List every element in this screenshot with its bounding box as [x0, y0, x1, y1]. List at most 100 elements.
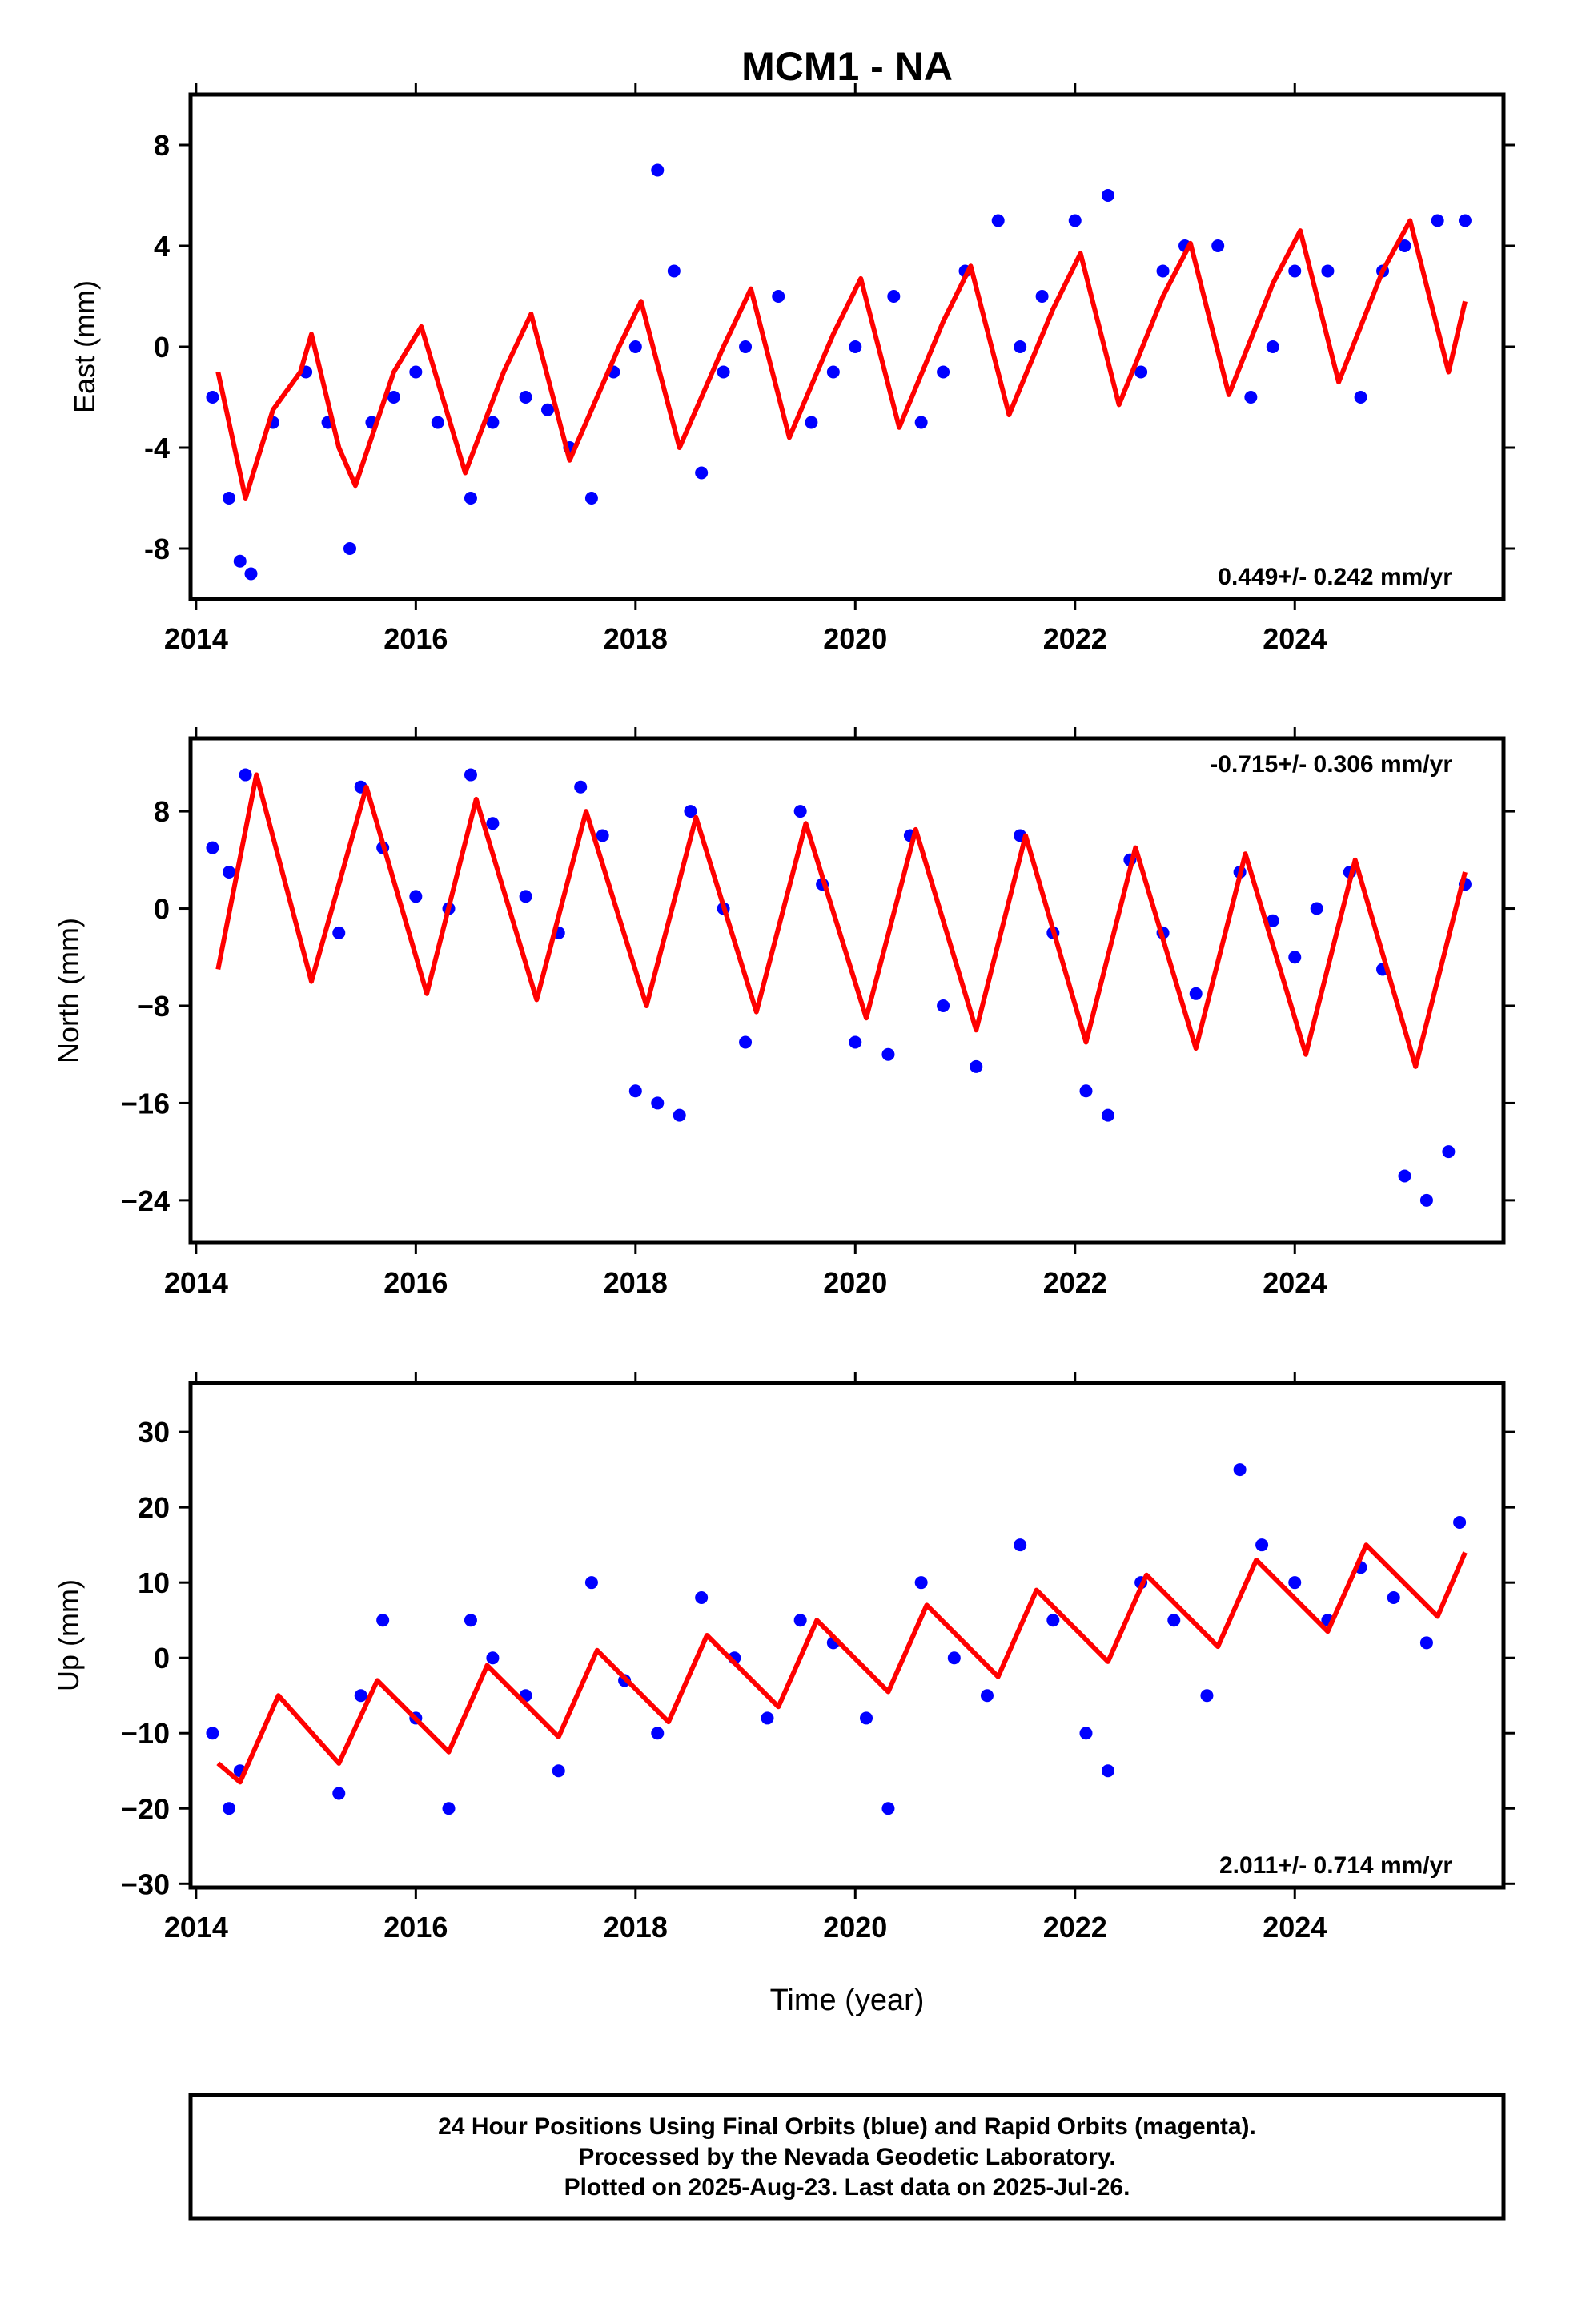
data-point	[486, 416, 500, 429]
y-tick-label: −24	[121, 1184, 170, 1217]
x-tick-label: 2016	[383, 1911, 448, 1944]
data-point	[1079, 1084, 1093, 1098]
y-tick-label: −8	[137, 990, 170, 1023]
rate-label: 0.449+/- 0.242 mm/yr	[1218, 564, 1452, 590]
y-axis-label: East (mm)	[68, 280, 101, 413]
x-axis-label: Time (year)	[770, 1984, 925, 2017]
data-point	[849, 1035, 862, 1049]
data-point	[354, 1689, 367, 1703]
data-point	[914, 1576, 928, 1590]
y-tick-label: 0	[154, 331, 170, 364]
data-point	[206, 1727, 219, 1740]
data-point	[651, 163, 665, 177]
y-tick-label: −16	[121, 1087, 170, 1120]
data-point	[1035, 290, 1049, 303]
data-point	[1442, 1145, 1456, 1159]
data-point	[223, 1802, 236, 1815]
data-point	[914, 416, 928, 429]
data-point	[695, 466, 709, 480]
data-point	[881, 1802, 895, 1815]
data-point	[244, 567, 258, 581]
data-point	[486, 817, 500, 830]
footer-line-3: Plotted on 2025-Aug-23. Last data on 202…	[564, 2174, 1130, 2201]
y-tick-label: −30	[121, 1868, 170, 1900]
panel-1: 2014 2016 2018 2020 2022 2024 8 4 0 -4 -8 East (mm)…	[68, 83, 1515, 655]
x-tick-label: 2024	[1263, 1911, 1327, 1944]
data-point	[739, 1035, 753, 1049]
data-point	[717, 365, 730, 379]
data-point	[464, 768, 477, 782]
data-point	[772, 290, 785, 303]
data-point	[970, 1059, 983, 1073]
data-point	[1321, 264, 1335, 278]
data-point	[937, 999, 950, 1012]
data-point	[206, 841, 219, 854]
data-point	[584, 1576, 598, 1590]
data-point	[673, 1108, 686, 1122]
data-point	[1310, 902, 1323, 915]
y-tick-label: 8	[154, 129, 170, 162]
data-point	[628, 1084, 642, 1098]
x-tick-label: 2018	[604, 622, 668, 655]
fit-curve	[216, 1542, 1468, 1785]
y-axis-label: Up (mm)	[52, 1579, 85, 1691]
data-point	[1288, 951, 1302, 964]
x-tick-label: 2020	[823, 622, 887, 655]
data-point	[1354, 391, 1367, 404]
x-tick-label: 2024	[1263, 622, 1327, 655]
data-point	[1419, 1193, 1433, 1207]
data-point	[1167, 1614, 1181, 1627]
data-point	[387, 391, 400, 404]
data-point	[1453, 1515, 1467, 1529]
x-tick-label: 2014	[164, 1266, 228, 1299]
data-point	[1101, 1764, 1114, 1778]
data-point	[1266, 914, 1279, 927]
data-point	[667, 264, 681, 278]
data-point	[332, 926, 346, 939]
data-point	[887, 290, 901, 303]
data-point	[1431, 214, 1444, 227]
data-point	[991, 214, 1005, 227]
data-point	[596, 829, 609, 842]
data-point	[1211, 239, 1225, 252]
plot-background	[191, 738, 1504, 1243]
footer-line-2: Processed by the Nevada Geodetic Laborat…	[578, 2144, 1115, 2170]
plot-frame	[188, 736, 1506, 1245]
data-point	[343, 542, 356, 555]
data-point	[464, 492, 477, 505]
data-point	[980, 1689, 994, 1703]
data-point	[1189, 987, 1203, 1000]
data-point	[1156, 264, 1170, 278]
data-point	[409, 890, 423, 903]
data-point	[332, 1787, 346, 1800]
x-tick-label: 2020	[823, 1911, 887, 1944]
y-axis-label: North (mm)	[52, 918, 85, 1063]
data-point	[574, 780, 588, 794]
fit-curve	[215, 772, 1468, 1069]
data-point	[1014, 1538, 1027, 1552]
data-point	[947, 1651, 961, 1665]
data-point	[1200, 1689, 1214, 1703]
data-point	[376, 1614, 390, 1627]
footer-line-1: 24 Hour Positions Using Final Orbits (bl…	[438, 2113, 1256, 2140]
data-point	[1398, 239, 1411, 252]
data-point	[1398, 1169, 1411, 1183]
data-point	[739, 340, 753, 353]
x-tick-label: 2022	[1043, 1911, 1107, 1944]
data-point	[761, 1711, 774, 1725]
data-point	[223, 865, 236, 879]
data-point	[239, 768, 252, 782]
data-point	[1387, 1590, 1400, 1604]
y-tick-label: 0	[154, 893, 170, 926]
data-point	[1255, 1538, 1269, 1552]
y-tick-label: 4	[154, 230, 170, 263]
data-point	[684, 805, 697, 818]
panels-group: 2014 2016 2018 2020 2022 2024 8 4 0 -4 -8 East (mm)…	[52, 83, 1515, 1944]
data-point	[651, 1727, 665, 1740]
x-tick-label: 2020	[823, 1266, 887, 1299]
data-point	[1419, 1636, 1433, 1650]
data-point	[1233, 1463, 1247, 1477]
data-point	[552, 1764, 565, 1778]
data-point	[793, 1614, 807, 1627]
data-point	[1266, 340, 1279, 353]
